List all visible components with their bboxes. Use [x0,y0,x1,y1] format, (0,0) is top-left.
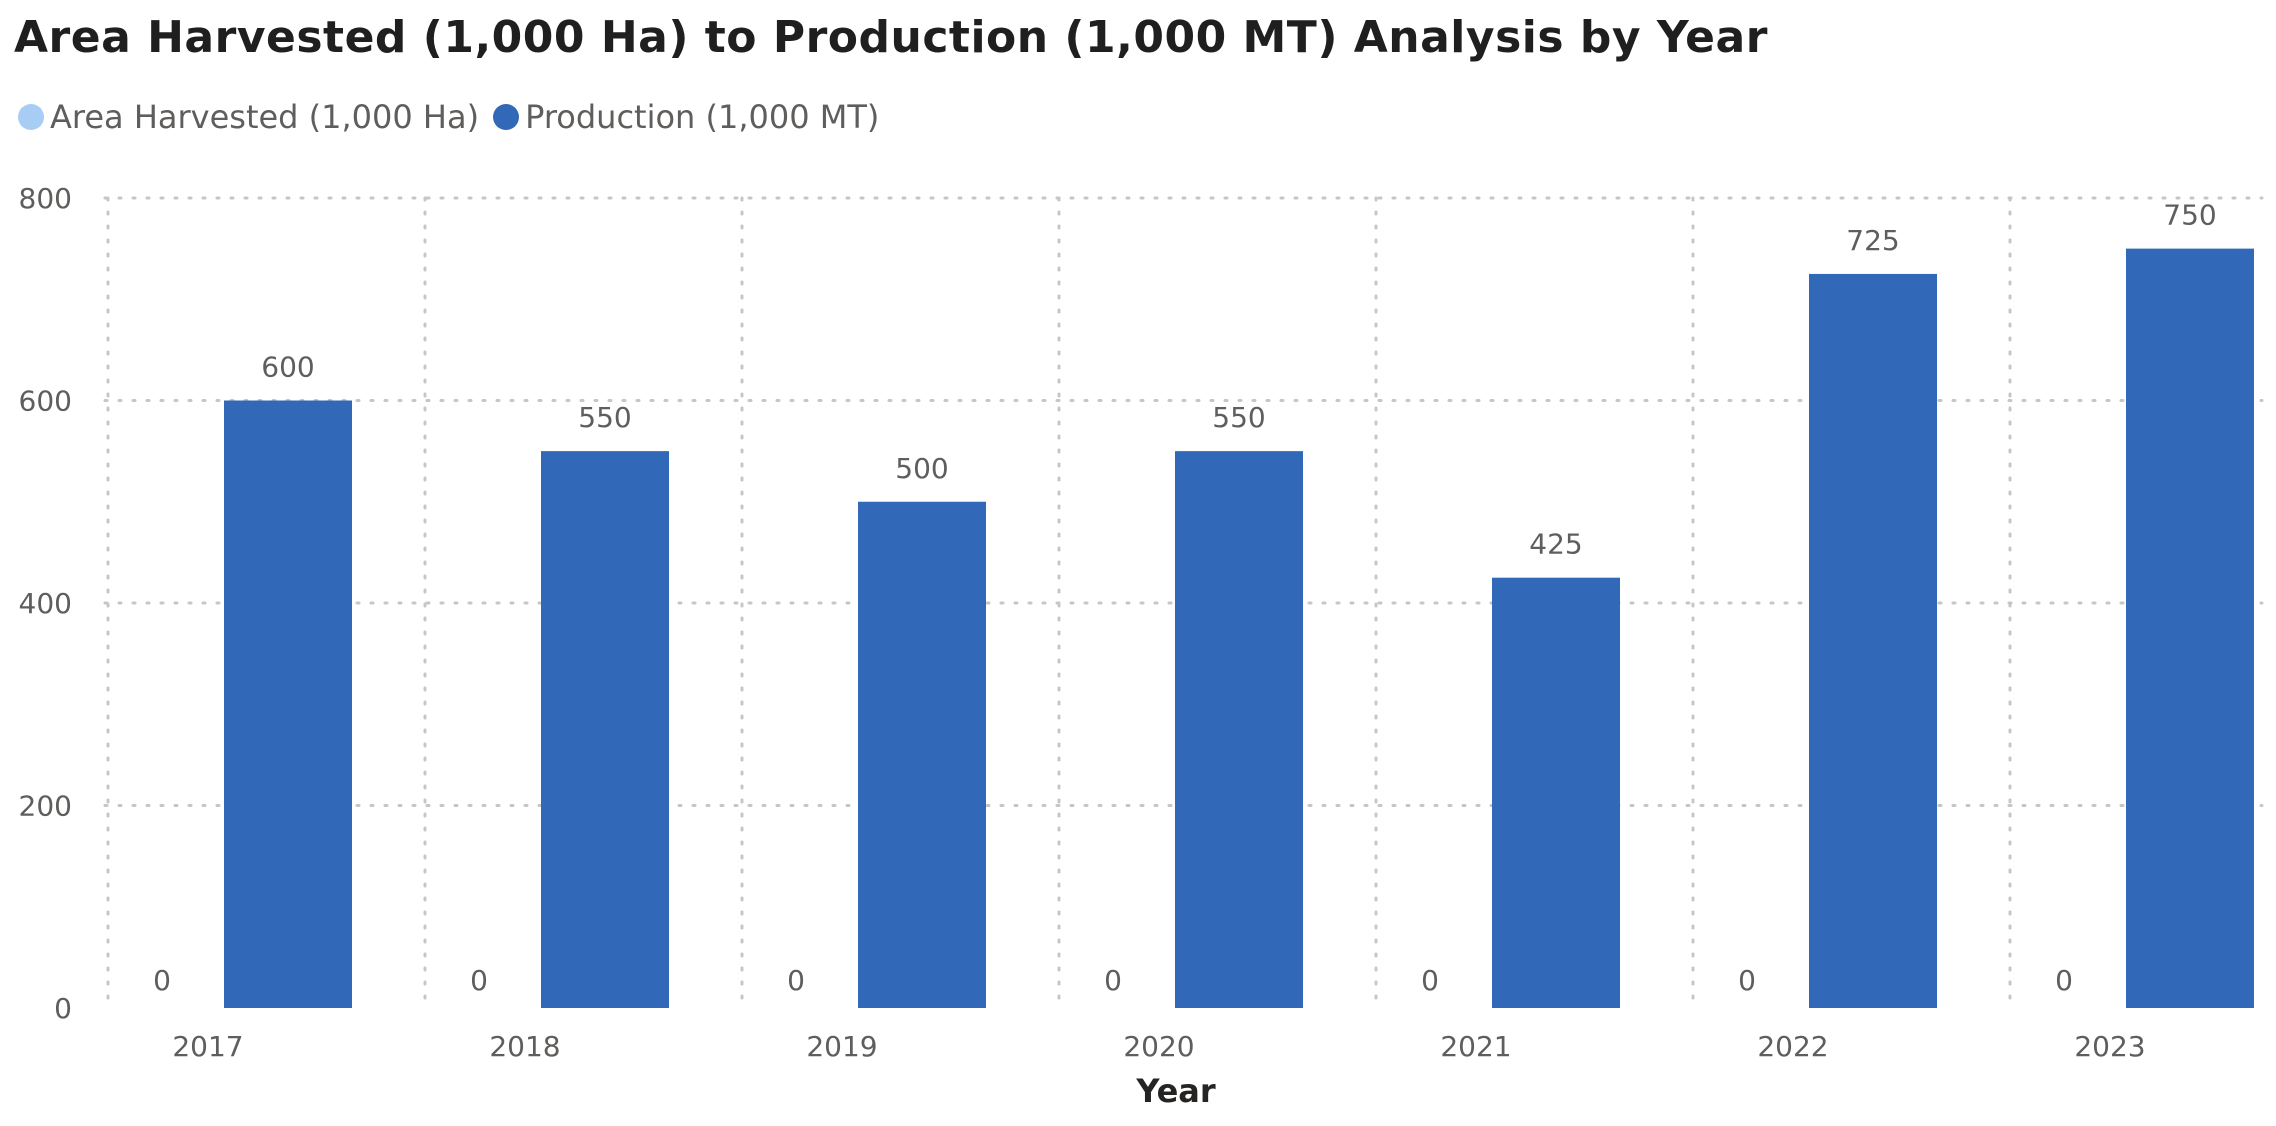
data-label-production: 550 [1212,401,1265,434]
x-axis-tick-labels: 2017 2018 2019 2020 2021 2022 2023 [172,1030,2145,1063]
x-axis-title: Year [1135,1072,1216,1110]
x-tick-label: 2017 [172,1030,243,1063]
x-tick-label: 2023 [2074,1030,2145,1063]
x-tick-label: 2019 [806,1030,877,1063]
data-label-production: 600 [261,351,314,384]
y-tick-label: 200 [19,790,72,823]
bar-production[interactable] [858,501,986,1008]
y-tick-label: 800 [19,182,72,215]
bar-production[interactable] [2126,248,2254,1008]
y-axis-tick-labels: 0 200 400 600 800 [19,182,72,1025]
bar-production[interactable] [1809,273,1937,1008]
legend-item-production[interactable]: Production (1,000 MT) [493,98,879,136]
y-tick-label: 400 [19,587,72,620]
data-label-area-harvested: 0 [2055,964,2073,997]
data-label-area-harvested: 0 [1738,964,1756,997]
data-label-production: 725 [1846,224,1899,257]
x-tick-label: 2021 [1440,1030,1511,1063]
y-tick-label: 0 [54,992,72,1025]
bar-production[interactable] [1492,577,1620,1008]
data-labels: 0 600 0 550 0 500 0 550 0 425 0 725 0 750 [153,199,2217,997]
data-label-production: 550 [578,401,631,434]
legend-marker-production [493,104,520,130]
y-tick-label: 600 [19,385,72,418]
x-tick-label: 2022 [1757,1030,1828,1063]
data-label-production: 750 [2163,199,2216,232]
data-label-area-harvested: 0 [787,964,805,997]
legend-item-area-harvested[interactable]: Area Harvested (1,000 Ha) [18,98,479,136]
legend-label-area-harvested: Area Harvested (1,000 Ha) [50,98,480,136]
data-label-area-harvested: 0 [470,964,488,997]
data-label-area-harvested: 0 [1421,964,1439,997]
data-label-production: 500 [895,452,948,485]
chart-title: Area Harvested (1,000 Ha) to Production … [14,12,1768,63]
x-tick-label: 2018 [489,1030,560,1063]
bar-production[interactable] [541,451,669,1008]
legend: Area Harvested (1,000 Ha) Production (1,… [18,98,893,136]
legend-marker-area-harvested [18,104,44,130]
data-label-production: 425 [1529,528,1582,561]
bar-production[interactable] [1175,451,1303,1008]
bars [224,248,2254,1009]
legend-label-production: Production (1,000 MT) [525,98,880,136]
x-tick-label: 2020 [1123,1030,1194,1063]
bar-production[interactable] [224,400,352,1009]
data-label-area-harvested: 0 [153,964,171,997]
data-label-area-harvested: 0 [1104,964,1122,997]
